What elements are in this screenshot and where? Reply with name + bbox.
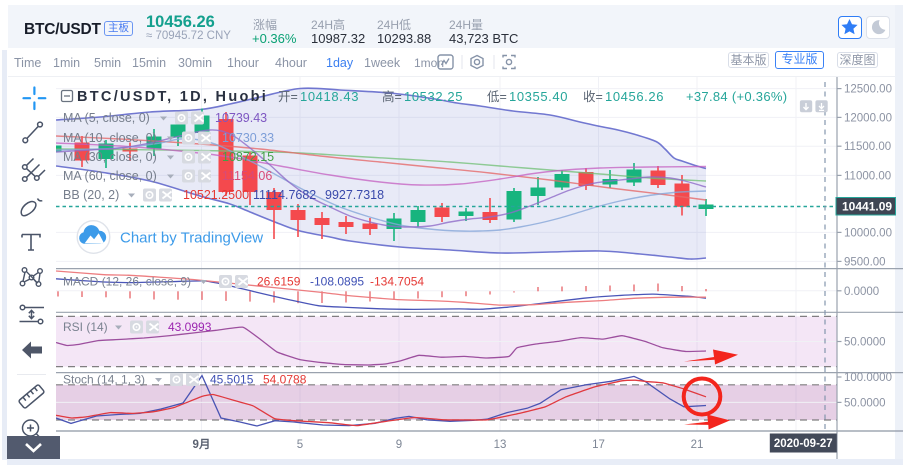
svg-text:开=: 开=	[278, 90, 298, 104]
svg-text:12500.00: 12500.00	[844, 84, 892, 96]
svg-text:10730.33: 10730.33	[222, 131, 274, 145]
svg-text:10355.40: 10355.40	[509, 89, 568, 104]
svg-text:Stoch (14, 1, 3): Stoch (14, 1, 3)	[63, 373, 145, 387]
svg-text:50.0000: 50.0000	[844, 397, 886, 409]
svg-text:低=: 低=	[487, 90, 507, 104]
svg-text:10521.2500: 10521.2500	[183, 188, 249, 202]
svg-text:9927.7318: 9927.7318	[325, 188, 384, 202]
svg-text:10532.25: 10532.25	[404, 89, 463, 104]
svg-text:+37.84 (+0.36%): +37.84 (+0.36%)	[686, 89, 787, 104]
svg-text:-134.7054: -134.7054	[370, 275, 424, 289]
svg-text:43.0993: 43.0993	[168, 320, 212, 334]
svg-text:11154.06: 11154.06	[222, 169, 272, 183]
svg-text:2020-09-27: 2020-09-27	[774, 438, 833, 450]
svg-text:RSI (14): RSI (14)	[63, 320, 108, 334]
svg-text:-108.0895: -108.0895	[310, 275, 364, 289]
svg-text:BB (20, 2): BB (20, 2)	[63, 188, 119, 202]
svg-text:9: 9	[396, 439, 402, 451]
svg-text:10418.43: 10418.43	[300, 89, 359, 104]
svg-text:5: 5	[297, 439, 303, 451]
svg-text:9500.00: 9500.00	[844, 256, 886, 268]
svg-text:13: 13	[494, 439, 507, 451]
svg-text:9月: 9月	[193, 438, 211, 451]
svg-text:10872.15: 10872.15	[222, 150, 274, 164]
svg-text:54.0788: 54.0788	[263, 373, 307, 387]
svg-text:收=: 收=	[583, 90, 603, 104]
svg-text:21: 21	[691, 439, 704, 451]
svg-text:17: 17	[592, 439, 605, 451]
svg-text:0.0000: 0.0000	[844, 286, 879, 298]
svg-text:10739.43: 10739.43	[215, 111, 267, 125]
svg-text:50.0000: 50.0000	[844, 337, 886, 349]
svg-text:MA (60, close, 0): MA (60, close, 0)	[63, 169, 157, 183]
svg-text:MA (5, close, 0): MA (5, close, 0)	[63, 111, 150, 125]
svg-text:高=: 高=	[382, 89, 402, 104]
svg-text:11000.00: 11000.00	[844, 170, 891, 182]
svg-text:10000.00: 10000.00	[844, 227, 892, 239]
svg-text:10441.09: 10441.09	[842, 200, 892, 214]
svg-text:MA (30, close, 0): MA (30, close, 0)	[63, 150, 157, 164]
svg-text:11500.00: 11500.00	[844, 141, 891, 153]
svg-text:11114.7682: 11114.7682	[253, 188, 316, 202]
svg-text:100.0000: 100.0000	[844, 372, 892, 384]
svg-text:10456.26: 10456.26	[605, 89, 664, 104]
svg-text:26.6159: 26.6159	[257, 275, 301, 289]
svg-text:BTC/USDT, 1D, Huobi: BTC/USDT, 1D, Huobi	[77, 89, 268, 105]
svg-text:12000.00: 12000.00	[844, 112, 892, 124]
svg-text:Chart by TradingView: Chart by TradingView	[120, 230, 263, 247]
svg-text:45.5015: 45.5015	[210, 373, 254, 387]
svg-text:MA (10, close, 0): MA (10, close, 0)	[63, 131, 157, 145]
svg-text:MACD (12, 26, close, 9): MACD (12, 26, close, 9)	[63, 275, 191, 289]
